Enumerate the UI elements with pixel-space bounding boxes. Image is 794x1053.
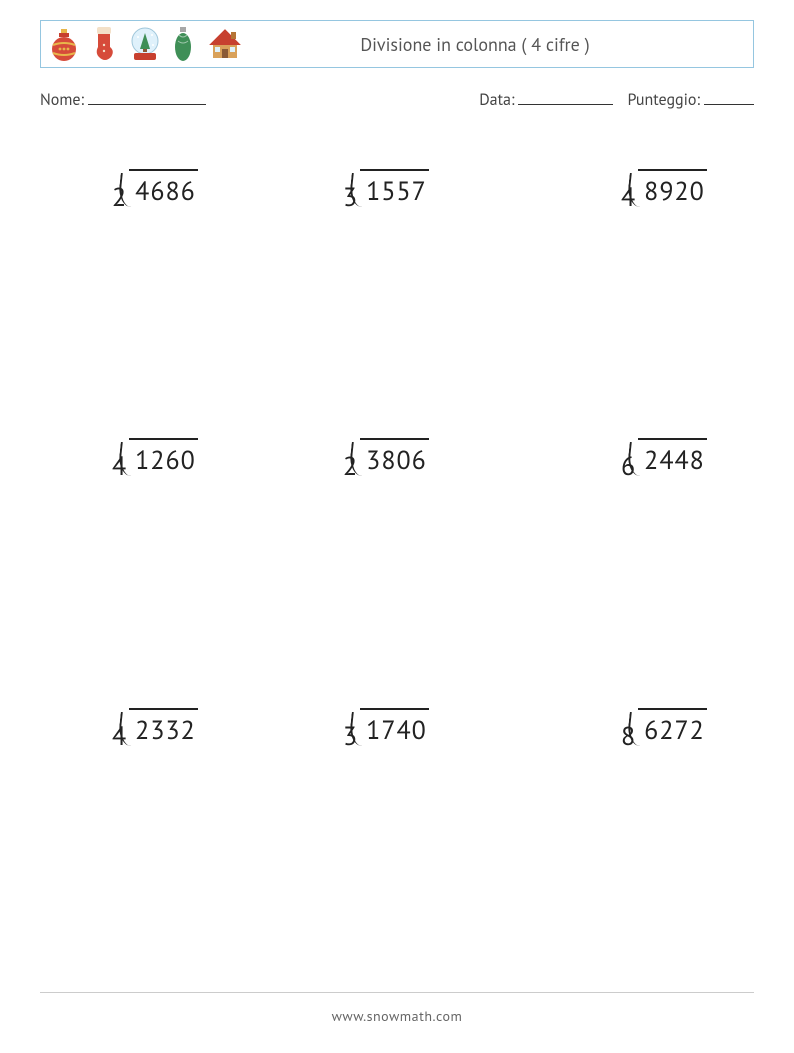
division-problem: 2 4686 xyxy=(112,175,198,214)
problem-cell: 4 1260 xyxy=(40,424,278,693)
division-problem: 4 8920 xyxy=(621,175,707,214)
dividend: 1740 xyxy=(360,708,429,747)
name-blank[interactable] xyxy=(88,90,206,105)
problem-cell: 3 1557 xyxy=(278,155,516,424)
problem-cell: 4 8920 xyxy=(516,155,754,424)
info-line: Nome: Data: Punteggio: xyxy=(40,90,754,110)
snowglobe-icon xyxy=(129,25,161,63)
division-problem: 6 2448 xyxy=(621,444,707,483)
division-problem: 4 1260 xyxy=(112,444,198,483)
house-icon xyxy=(205,25,245,63)
dividend: 2332 xyxy=(129,708,198,747)
dividend-wrap: 1557 xyxy=(360,175,429,208)
date-label: Data: xyxy=(479,90,514,110)
score-label: Punteggio: xyxy=(627,90,700,110)
dividend-wrap: 2448 xyxy=(638,444,707,477)
dividend-wrap: 1260 xyxy=(129,444,198,477)
stocking-icon xyxy=(91,25,117,63)
dividend-wrap: 4686 xyxy=(129,175,198,208)
problem-cell: 8 6272 xyxy=(516,694,754,963)
division-problem: 3 1740 xyxy=(343,714,429,753)
dividend-wrap: 6272 xyxy=(638,714,707,747)
footer-text: www.snowmath.com xyxy=(0,1007,794,1025)
worksheet-title: Divisione in colonna ( 4 cifre ) xyxy=(245,33,745,56)
dividend: 1260 xyxy=(129,438,198,477)
dividend: 2448 xyxy=(638,438,707,477)
problem-cell: 3 1740 xyxy=(278,694,516,963)
dividend: 4686 xyxy=(129,169,198,208)
header-box: Divisione in colonna ( 4 cifre ) xyxy=(40,20,754,68)
name-label: Nome: xyxy=(40,90,84,110)
division-problem: 4 2332 xyxy=(112,714,198,753)
dividend-wrap: 1740 xyxy=(360,714,429,747)
light-icon xyxy=(173,25,193,63)
division-problem: 8 6272 xyxy=(621,714,707,753)
problem-grid: 2 4686 3 1557 4 8920 xyxy=(40,155,754,963)
dividend-wrap: 8920 xyxy=(638,175,707,208)
division-problem: 2 3806 xyxy=(343,444,429,483)
division-problem: 3 1557 xyxy=(343,175,429,214)
dividend: 1557 xyxy=(360,169,429,208)
score-blank[interactable] xyxy=(704,90,754,105)
date-blank[interactable] xyxy=(518,90,613,105)
page: Divisione in colonna ( 4 cifre ) Nome: D… xyxy=(0,0,794,1053)
dividend-wrap: 3806 xyxy=(360,444,429,477)
dividend: 6272 xyxy=(638,708,707,747)
problem-cell: 2 4686 xyxy=(40,155,278,424)
problem-cell: 6 2448 xyxy=(516,424,754,693)
dividend: 3806 xyxy=(360,438,429,477)
problem-cell: 2 3806 xyxy=(278,424,516,693)
ornament-icon xyxy=(49,27,79,63)
dividend: 8920 xyxy=(638,169,707,208)
footer-rule xyxy=(40,992,754,993)
problem-cell: 4 2332 xyxy=(40,694,278,963)
dividend-wrap: 2332 xyxy=(129,714,198,747)
header-icons xyxy=(49,25,245,63)
